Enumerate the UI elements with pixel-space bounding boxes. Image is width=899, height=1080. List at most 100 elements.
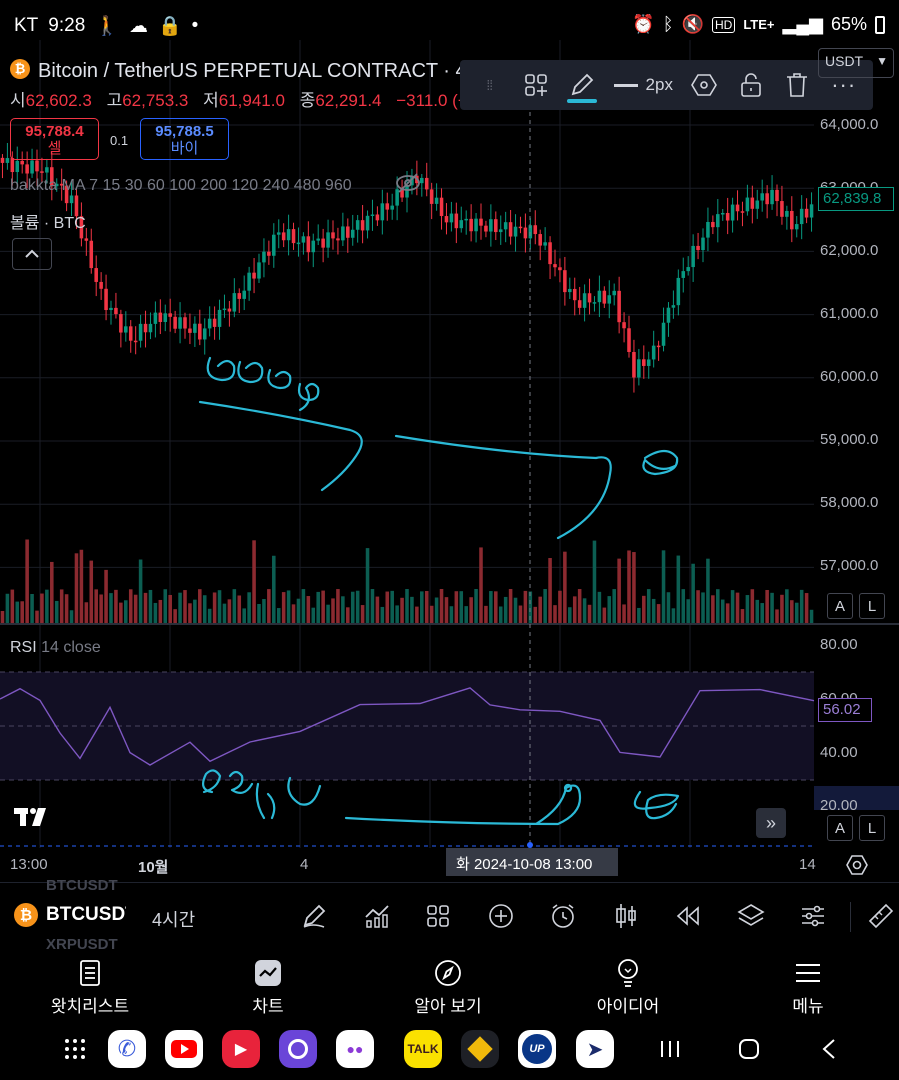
high-value: 62,753.3 [122, 91, 189, 110]
volume-bar [740, 609, 745, 623]
candle-body [577, 300, 582, 308]
volume-bar [484, 605, 488, 623]
upbit-app-icon[interactable]: UP [518, 1030, 556, 1068]
time-axis[interactable]: 13:00 10월 4 14 [0, 850, 899, 880]
candle-body [474, 218, 478, 232]
collapse-legend-button[interactable] [12, 238, 52, 270]
line-width-button[interactable]: 2px [613, 65, 673, 105]
ma-legend[interactable]: bakkta MA 7 15 30 60 100 200 120 240 480… [10, 177, 352, 194]
buy-button[interactable]: 95,788.5 바이 [140, 118, 229, 160]
candle-body [484, 225, 488, 232]
nav-explore[interactable]: 알아 보기 [378, 958, 518, 1017]
internet-app-icon[interactable] [279, 1030, 317, 1068]
more-options-icon[interactable]: ··· [831, 72, 857, 97]
lock-drawing-button[interactable] [736, 65, 766, 105]
app-drawer-icon[interactable] [60, 1034, 90, 1064]
ohlc-legend: 시62,602.3 고62,753.3 저61,941.0 종62,291.4 … [10, 86, 501, 111]
binance-app-icon[interactable] [461, 1030, 499, 1068]
volume-bar [252, 540, 256, 623]
scroll-to-realtime-button[interactable]: » [756, 808, 786, 838]
rsi-log-scale-button[interactable]: L [859, 815, 885, 841]
drag-handle-icon[interactable]: ⁞⁞ [486, 77, 493, 93]
volume-bar [237, 595, 242, 623]
candle-body [232, 293, 237, 312]
delete-drawing-button[interactable] [782, 65, 812, 105]
volume-bar [775, 609, 779, 623]
interval-selector[interactable]: 4시간 [152, 910, 196, 930]
nav-watchlist[interactable]: 왓치리스트 [20, 958, 160, 1017]
ruler-icon [868, 903, 894, 929]
unlock-icon [741, 73, 761, 97]
chart-type-button[interactable] [610, 900, 642, 932]
volume-bar [336, 589, 340, 623]
volume-bar [331, 598, 335, 623]
volume-legend[interactable]: 볼륨 · BTC [10, 215, 86, 232]
candle-body [237, 293, 242, 299]
volume-bar [10, 589, 15, 623]
volume-bar [350, 591, 355, 623]
tradingview-logo[interactable] [14, 806, 52, 835]
volume-bar [316, 591, 320, 623]
volume-bar [716, 589, 720, 623]
candle-body [637, 359, 641, 378]
line-color-button[interactable] [567, 65, 598, 105]
candle-body [686, 267, 690, 272]
candle-body [760, 193, 764, 201]
candle-body [612, 290, 616, 296]
chart-properties-button[interactable] [797, 900, 829, 932]
log-scale-button[interactable]: L [859, 593, 885, 619]
eye-off-icon[interactable] [395, 172, 421, 194]
object-settings-button[interactable] [689, 65, 719, 105]
auto-scale-button[interactable]: A [827, 593, 853, 619]
candle-body [79, 216, 84, 239]
open-value: 62,602.3 [25, 91, 92, 110]
volume-bar [109, 593, 113, 623]
rsi-legend[interactable]: RSI 14 close [10, 639, 101, 657]
ruler-button[interactable] [866, 900, 896, 932]
candle-body [94, 268, 98, 282]
nav-ideas[interactable]: 아이디어 [558, 958, 698, 1017]
home-button[interactable] [734, 1034, 764, 1064]
recents-icon [661, 1041, 679, 1057]
candle-body [119, 314, 123, 333]
volume-bar [242, 608, 246, 623]
object-tree-button[interactable] [735, 900, 767, 932]
nav-menu[interactable]: 메뉴 [738, 958, 878, 1017]
tmap-app-icon[interactable]: ➤ [576, 1030, 614, 1068]
price-chart-canvas[interactable] [0, 40, 899, 850]
add-to-favorites-button[interactable] [521, 65, 551, 105]
nav-chart[interactable]: 차트 [198, 958, 338, 1017]
rsi-auto-scale-button[interactable]: A [827, 815, 853, 841]
video-app-icon[interactable]: ▶ [222, 1030, 260, 1068]
drawing-tools-button[interactable] [298, 900, 330, 932]
candle-body [276, 232, 281, 235]
volume-bar [725, 603, 730, 623]
candle-body [582, 293, 587, 308]
kakaotalk-app-icon[interactable]: TALK [404, 1030, 442, 1068]
compare-button[interactable] [485, 900, 517, 932]
layouts-button[interactable] [422, 900, 454, 932]
symbol-selector[interactable]: ₿ BTCUSDT [14, 903, 126, 927]
volume-bar [632, 552, 636, 623]
candle-body [528, 225, 533, 239]
candle-body [503, 222, 508, 230]
indicators-button[interactable] [361, 900, 393, 932]
candle-body [622, 322, 626, 329]
candle-body [316, 238, 320, 241]
back-button[interactable] [814, 1034, 844, 1064]
status-bar: KT 9:28 🚶 ☁ 🔒 • ⏰ ᛒ 🔇 HD LTE+ ▂▄▆ 65% [0, 0, 899, 52]
currency-select[interactable]: USDT ▼ [818, 48, 894, 78]
volume-bar [212, 592, 217, 623]
recent-apps-button[interactable] [655, 1034, 685, 1064]
volume-bars [0, 539, 814, 623]
phone-app-icon[interactable]: ✆ [108, 1030, 146, 1068]
candle-body [168, 313, 172, 317]
volume-bar [518, 605, 523, 623]
youtube-app-icon[interactable] [165, 1030, 203, 1068]
sell-button[interactable]: 95,788.4 셀 [10, 118, 99, 160]
candle-body [508, 222, 513, 237]
chart-settings-button[interactable] [846, 854, 868, 881]
bixby-app-icon[interactable]: ●● [336, 1030, 374, 1068]
alert-button[interactable] [547, 900, 579, 932]
replay-button[interactable] [672, 900, 704, 932]
